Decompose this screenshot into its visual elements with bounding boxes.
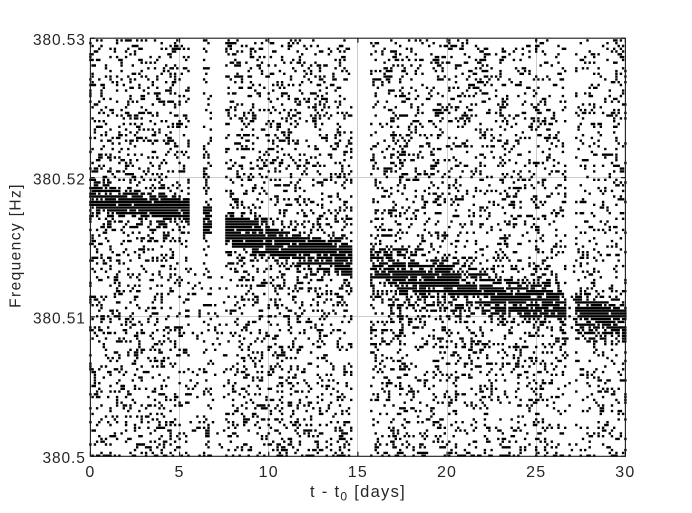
svg-text:5: 5 <box>175 464 185 481</box>
svg-text:t - t0 [days]: t - t0 [days] <box>310 483 406 504</box>
svg-text:380.5: 380.5 <box>43 450 86 467</box>
svg-text:30: 30 <box>615 464 635 481</box>
svg-text:10: 10 <box>259 464 279 481</box>
svg-text:25: 25 <box>526 464 546 481</box>
svg-text:380.52: 380.52 <box>33 171 86 188</box>
svg-text:15: 15 <box>348 464 368 481</box>
svg-text:380.53: 380.53 <box>33 32 86 49</box>
svg-text:Frequency [Hz]: Frequency [Hz] <box>8 183 25 308</box>
svg-text:380.51: 380.51 <box>33 311 86 328</box>
svg-text:20: 20 <box>437 464 457 481</box>
svg-text:0: 0 <box>85 464 95 481</box>
